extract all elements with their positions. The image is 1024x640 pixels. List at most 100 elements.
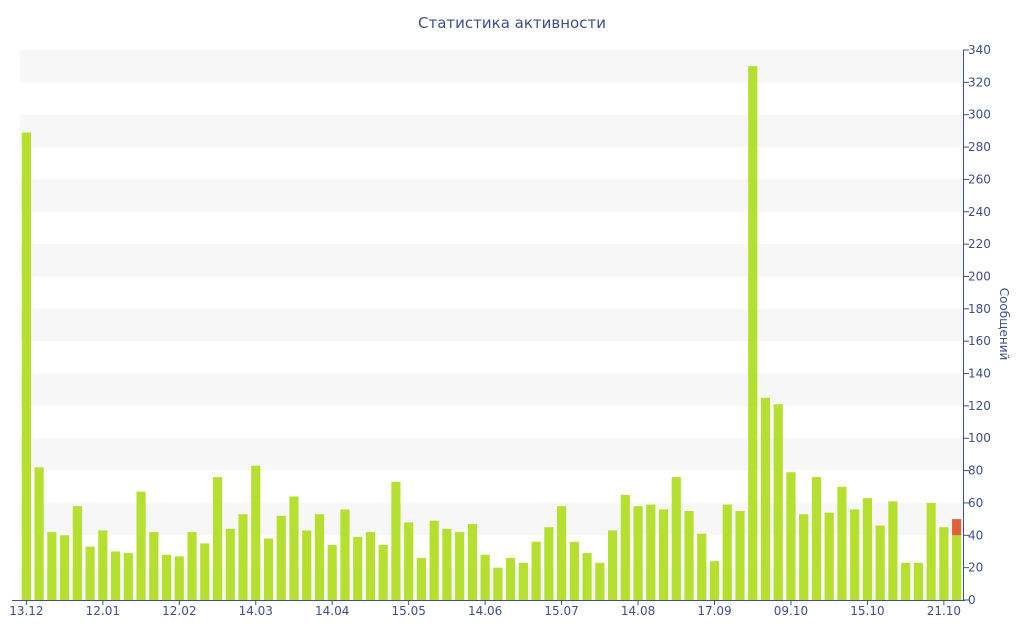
bar[interactable] [110, 551, 121, 600]
bar[interactable] [302, 530, 312, 600]
grid-band [20, 502, 963, 536]
axes [12, 50, 965, 601]
bar[interactable] [671, 477, 681, 600]
bar[interactable] [658, 509, 669, 600]
y-tick-label: 300 [968, 108, 991, 122]
grid-band [20, 114, 963, 148]
y-tick-label: 100 [968, 431, 991, 445]
bar[interactable] [735, 511, 745, 600]
x-axis-ticks: 13.12 12.01 12.02 14.03 14.04 15.05 14.06 15.07… [9, 600, 961, 618]
y-tick-label: 160 [968, 334, 991, 348]
bar[interactable] [531, 541, 541, 600]
bar[interactable] [263, 538, 274, 600]
y-tick-label: 260 [968, 172, 991, 186]
bar[interactable] [480, 554, 490, 600]
bar[interactable] [34, 467, 44, 600]
y-tick-label: 80 [968, 464, 983, 478]
y-tick-label: 120 [968, 399, 991, 413]
bar[interactable] [161, 554, 172, 600]
bar[interactable] [72, 506, 82, 600]
bar[interactable] [939, 527, 949, 600]
bar[interactable] [646, 504, 656, 600]
bar[interactable] [811, 477, 822, 600]
bar[interactable] [607, 530, 618, 600]
y-tick-label: 20 [968, 561, 983, 575]
bar[interactable] [850, 509, 860, 600]
bar[interactable] [620, 494, 630, 600]
x-tick-label: 17.09 [697, 604, 731, 618]
bar[interactable] [251, 465, 261, 600]
bar[interactable] [467, 523, 477, 600]
bar[interactable] [824, 512, 834, 600]
grid-band [20, 567, 963, 600]
bar[interactable] [238, 514, 248, 600]
bar[interactable] [416, 557, 426, 600]
bar[interactable] [760, 397, 771, 600]
bar[interactable] [276, 515, 286, 600]
bar[interactable] [353, 536, 363, 600]
grid-band [20, 308, 963, 342]
bar[interactable] [952, 535, 962, 600]
bar[interactable] [569, 541, 579, 600]
bar[interactable] [506, 557, 516, 600]
bar[interactable] [21, 132, 31, 601]
bar[interactable] [582, 553, 592, 600]
bar[interactable] [875, 525, 885, 600]
x-tick-label: 14.08 [621, 604, 655, 618]
grid-bands [20, 50, 963, 600]
y-tick-label: 40 [968, 528, 983, 542]
bar[interactable] [684, 511, 694, 600]
bar[interactable] [378, 545, 388, 600]
bar[interactable] [633, 506, 643, 600]
y-tick-label: 180 [968, 302, 991, 316]
bar[interactable] [60, 535, 70, 600]
bar[interactable] [888, 501, 898, 600]
bar[interactable] [557, 506, 567, 600]
bar[interactable] [901, 562, 911, 600]
bar[interactable] [149, 532, 159, 600]
bar-highlight[interactable] [952, 519, 962, 536]
bar[interactable] [799, 514, 809, 600]
bar[interactable] [748, 66, 758, 601]
grid-band [20, 438, 963, 471]
bar[interactable] [518, 562, 528, 600]
bar[interactable] [544, 527, 554, 600]
bar[interactable] [174, 556, 184, 600]
bar[interactable] [136, 491, 146, 600]
bar[interactable] [493, 567, 503, 600]
y-tick-label: 140 [968, 367, 991, 381]
bar[interactable] [289, 496, 299, 600]
bar[interactable] [47, 532, 57, 600]
bar[interactable] [926, 502, 936, 600]
bar[interactable] [314, 514, 325, 600]
bar[interactable] [98, 530, 108, 600]
bar[interactable] [187, 532, 197, 600]
bar[interactable] [404, 522, 414, 600]
bar[interactable] [212, 477, 223, 600]
bar[interactable] [429, 520, 439, 600]
bar[interactable] [340, 509, 350, 600]
y-axis-ticks: 0 20 40 60 80 100 120 140 160 180 200 220 240 260 280 3… [963, 43, 991, 607]
bar[interactable] [365, 532, 376, 600]
bar[interactable] [455, 532, 465, 600]
bar[interactable] [862, 498, 873, 600]
bar[interactable] [913, 562, 923, 600]
bar[interactable] [837, 486, 847, 600]
x-tick-label: 12.02 [162, 604, 196, 618]
bar[interactable] [85, 546, 95, 600]
bar[interactable] [595, 562, 605, 600]
bar[interactable] [200, 543, 210, 600]
bar[interactable] [391, 481, 401, 600]
x-tick-label: 12.01 [86, 604, 120, 618]
bar[interactable] [709, 561, 720, 600]
bar[interactable] [442, 528, 452, 600]
bar[interactable] [786, 472, 796, 600]
chart-title: Статистика активности [418, 14, 606, 32]
bar[interactable] [773, 404, 783, 600]
x-tick-label: 14.03 [239, 604, 273, 618]
bar[interactable] [722, 504, 732, 600]
bar[interactable] [123, 553, 133, 600]
bar[interactable] [327, 545, 337, 600]
bar[interactable] [225, 528, 235, 600]
bar[interactable] [697, 533, 707, 600]
